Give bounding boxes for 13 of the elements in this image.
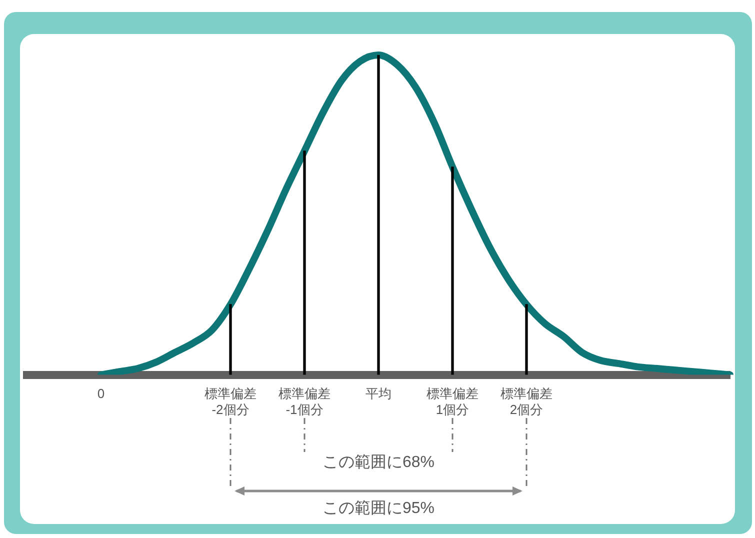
bar xyxy=(377,55,380,375)
x-tick-label: 標準偏差 -2個分 xyxy=(204,386,256,417)
x-tick-label: 0 xyxy=(97,386,105,402)
bar xyxy=(525,304,528,375)
bar xyxy=(303,150,306,375)
text: この範囲に95% xyxy=(322,499,435,519)
bar xyxy=(229,304,232,375)
x-tick-label: 平均 xyxy=(366,386,392,402)
x-tick-label: 標準偏差 -1個分 xyxy=(278,386,330,417)
x-tick-label: 標準偏差 1個分 xyxy=(426,386,478,417)
x-tick-label: 標準偏差 2個分 xyxy=(500,386,552,417)
text: この範囲に68% xyxy=(322,453,435,473)
bar xyxy=(451,166,454,375)
